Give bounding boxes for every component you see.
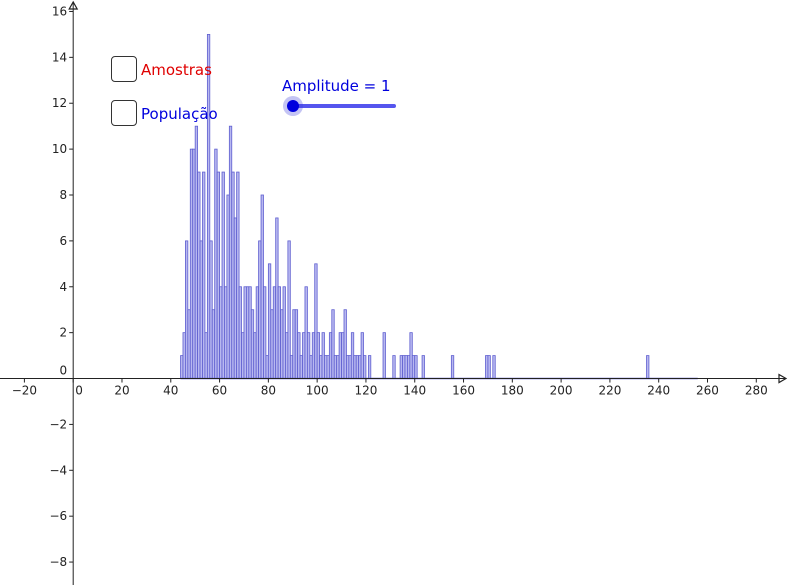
y-tick-label: 6	[60, 234, 68, 248]
histogram-bar	[487, 355, 491, 379]
x-tick-label: 80	[261, 384, 276, 398]
y-tick-label: 16	[52, 4, 67, 18]
histogram-bar	[382, 332, 386, 379]
histogram-bar	[492, 355, 496, 379]
y-tick-label: 0	[60, 364, 68, 378]
x-tick-label: 60	[212, 384, 227, 398]
x-tick-label: 240	[647, 384, 670, 398]
histogram-bar	[646, 355, 650, 379]
x-tick-label: 120	[354, 384, 377, 398]
y-tick-label: −6	[49, 509, 67, 523]
x-axis-arrow	[778, 373, 788, 384]
histogram-bar	[450, 355, 455, 379]
x-tick-label: 280	[745, 384, 768, 398]
y-tick-label: −8	[49, 555, 67, 569]
x-tick-label: 140	[403, 384, 426, 398]
populacao-checkbox[interactable]	[111, 100, 137, 126]
x-tick-label: 180	[501, 384, 524, 398]
x-tick-label: 200	[550, 384, 573, 398]
x-axis-ticks: −20 0 20 40 60 80 100 120 140 160 180 200 220 240 260 2…	[12, 378, 768, 398]
y-tick-label: 12	[52, 96, 67, 110]
histogram-bars	[180, 34, 650, 379]
x-tick-label: 0	[75, 384, 83, 398]
populacao-label: População	[141, 105, 218, 123]
x-tick-label: 40	[163, 384, 178, 398]
y-axis-ticks: −8 −6 −4 −2 0 2 4 6 8 10 12 14 16	[49, 4, 74, 569]
histogram-bar	[421, 355, 425, 379]
amplitude-slider-track[interactable]	[293, 104, 396, 108]
amplitude-slider-label: Amplitude = 1	[282, 77, 391, 95]
y-tick-label: −2	[49, 417, 67, 431]
amostras-checkbox[interactable]	[111, 56, 137, 82]
x-tick-label: 20	[114, 384, 129, 398]
x-tick-label: 220	[598, 384, 621, 398]
y-tick-label: 10	[52, 142, 67, 156]
histogram-bar	[363, 355, 367, 379]
x-tick-label: 160	[452, 384, 475, 398]
y-tick-label: 4	[60, 280, 68, 294]
y-tick-label: 8	[60, 188, 68, 202]
y-tick-label: 2	[60, 326, 68, 340]
histogram-bar	[414, 355, 418, 379]
x-tick-label: 100	[306, 384, 329, 398]
amostras-label: Amostras	[141, 61, 212, 79]
histogram-bar	[367, 355, 372, 379]
amplitude-slider-knob[interactable]	[287, 100, 299, 112]
x-tick-label: 260	[696, 384, 719, 398]
y-axis-arrow	[68, 0, 79, 10]
x-tick-label: −20	[12, 384, 37, 398]
y-tick-label: 14	[52, 50, 67, 64]
y-tick-label: −4	[49, 463, 67, 477]
histogram-bar	[392, 355, 396, 379]
